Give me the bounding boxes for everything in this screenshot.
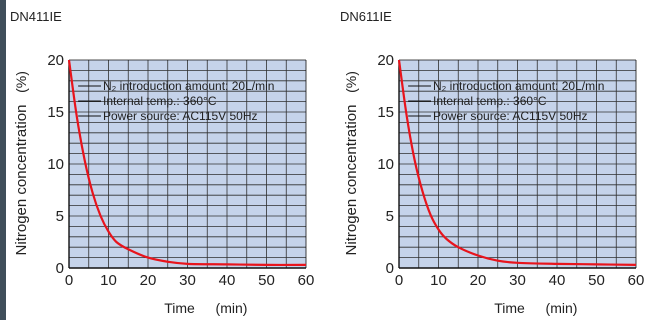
x-tick-label: 50 [588, 272, 605, 289]
nitrogen-concentration-curve [67, 59, 307, 267]
y-axis-label: Nitrogen concentration [343, 105, 360, 256]
y-tick-label: 5 [386, 208, 394, 225]
y-axis-label: Nitrogen concentration [13, 105, 30, 256]
y-tick-label: 15 [47, 104, 64, 121]
chart-panel-dn411ie: DN411IE 0 10 20 30 40 50 60 0 5 10 15 20 Time (min) Ni… [6, 0, 326, 320]
x-tick-label: 30 [179, 272, 196, 289]
y-tick-label: 15 [377, 104, 394, 121]
annotation-text: Internal temp.: 360°C [433, 94, 547, 108]
annotation-text: Internal temp.: 360°C [103, 94, 217, 108]
grid [399, 60, 636, 268]
x-tick-label: 60 [628, 272, 645, 289]
y-tick-label: 20 [377, 52, 394, 69]
grid [69, 60, 306, 268]
x-axis-label: Time [164, 300, 195, 316]
y-axis-unit: (%) [343, 71, 359, 93]
x-tick-label: 60 [298, 272, 315, 289]
y-tick-label: 5 [56, 208, 64, 225]
nitrogen-chart: 0 10 20 30 40 50 60 0 5 10 15 20 Time (min) Nitrogen c… [343, 52, 645, 316]
x-tick-label: 0 [65, 272, 73, 289]
y-tick-label: 0 [386, 260, 394, 277]
x-tick-label: 40 [219, 272, 236, 289]
x-tick-label: 10 [430, 272, 447, 289]
x-tick-label: 0 [395, 272, 403, 289]
y-tick-label: 0 [56, 260, 64, 277]
x-axis-unit: (min) [216, 300, 248, 316]
x-tick-label: 50 [258, 272, 275, 289]
y-tick-label: 10 [47, 156, 64, 173]
annotation-text: N₂ introduction amount: 20L/min [433, 79, 604, 93]
chart-title: DN611IE [340, 9, 392, 24]
y-tick-label: 10 [377, 156, 394, 173]
annotation-text: Power source: AC115V 50Hz [433, 109, 588, 123]
nitrogen-chart: 0 10 20 30 40 50 60 0 5 10 15 20 Time (min) Nitrogen c… [13, 52, 315, 316]
x-axis-unit: (min) [546, 300, 578, 316]
nitrogen-concentration-curve [397, 59, 637, 266]
y-axis-unit: (%) [13, 71, 29, 93]
x-tick-label: 10 [100, 272, 117, 289]
chart-title: DN411IE [10, 9, 62, 24]
y-tick-label: 20 [47, 52, 64, 69]
annotation-text: Power source: AC115V 50Hz [103, 109, 258, 123]
x-tick-label: 30 [509, 272, 526, 289]
x-axis-label: Time [494, 300, 525, 316]
x-tick-label: 40 [549, 272, 566, 289]
left-edge-bar [0, 0, 6, 320]
x-tick-label: 20 [140, 272, 157, 289]
x-tick-label: 20 [470, 272, 487, 289]
annotation-text: N₂ introduction amount: 20L/min [103, 79, 274, 93]
chart-panel-dn611ie: DN611IE 0 10 20 30 40 50 60 0 5 10 15 20 Time (min) Ni… [336, 0, 656, 320]
